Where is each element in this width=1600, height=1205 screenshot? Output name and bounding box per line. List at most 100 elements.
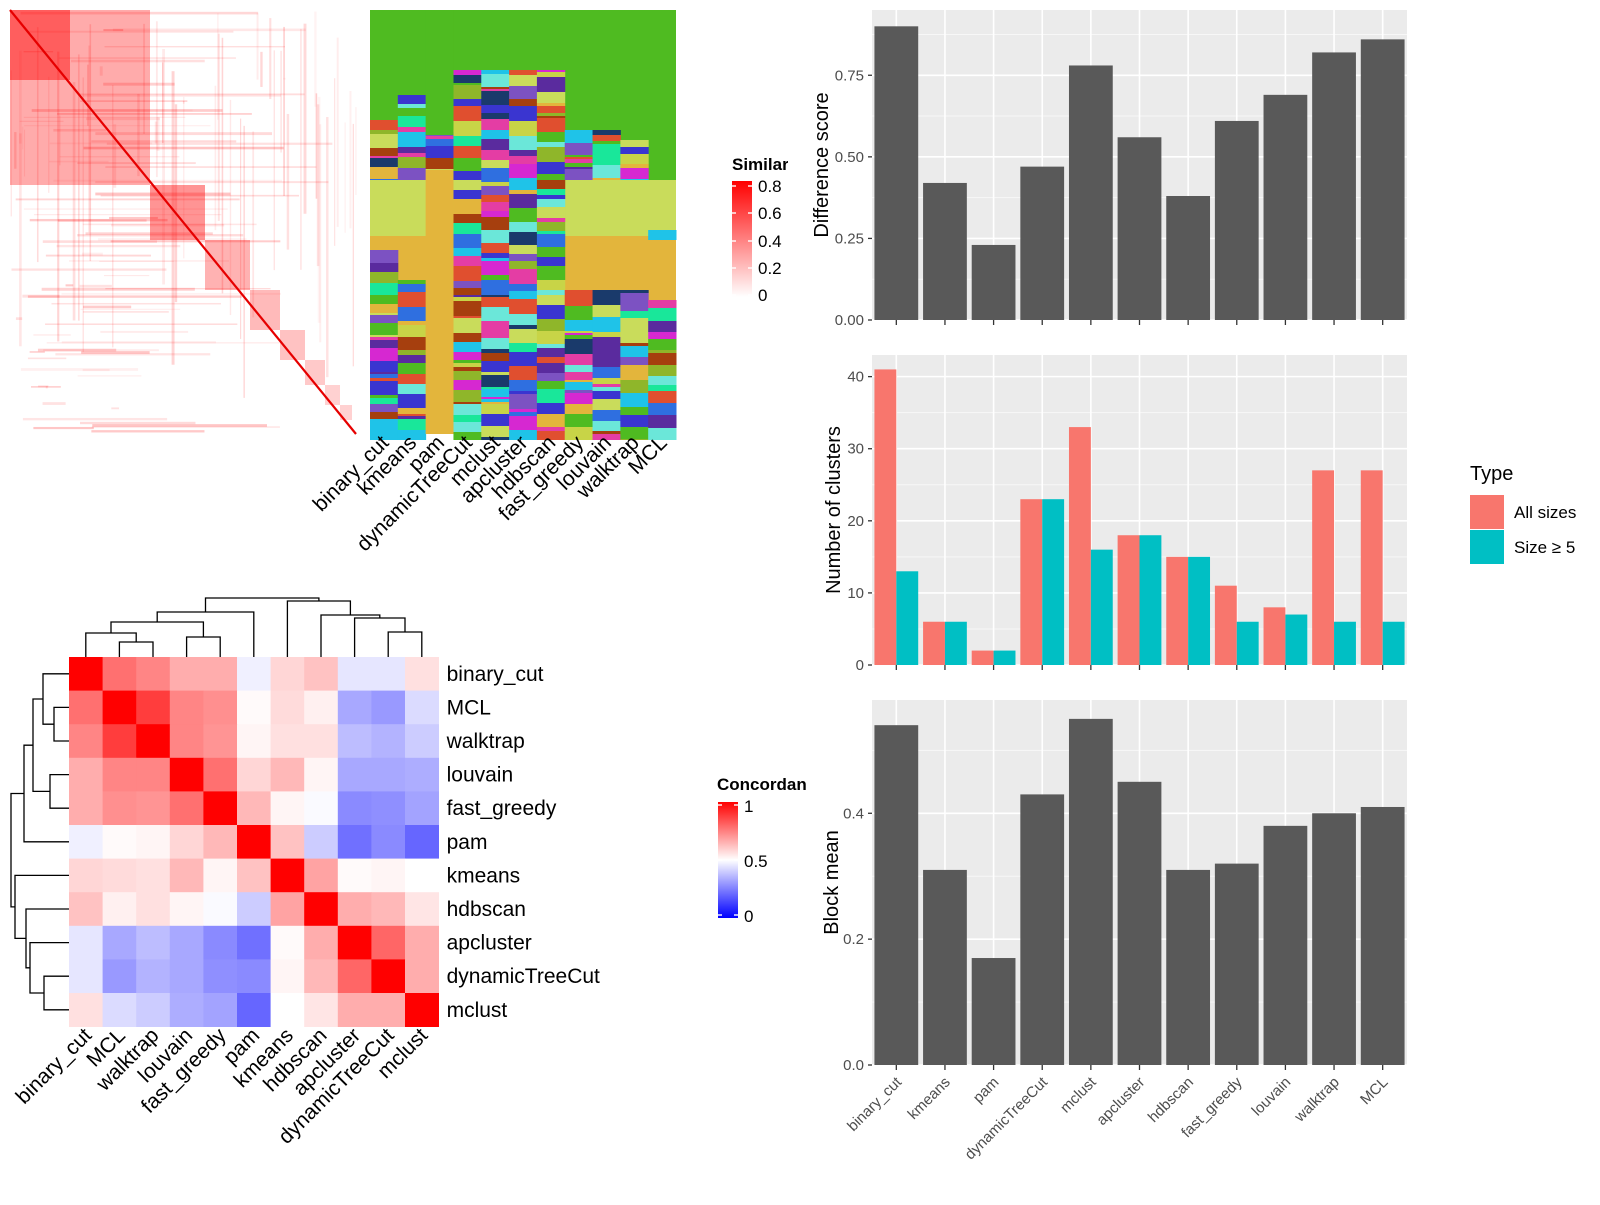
membership-strip (648, 308, 677, 321)
concordance-cell-fast-greedy-mclust (405, 791, 439, 826)
nclust-bar-size-5-pam (993, 650, 1016, 665)
membership-strip (370, 315, 399, 323)
membership-strip (481, 414, 510, 426)
bar-x-label-walktrap: walktrap (1291, 1074, 1343, 1126)
membership-strip (481, 253, 510, 258)
dendrogram-branch (42, 673, 69, 725)
concordance-cell-kmeans-dynamictreecut (371, 858, 406, 893)
similarity-texture (57, 51, 60, 342)
concordance-cell-pam-dynamictreecut (371, 825, 406, 859)
membership-strip (564, 335, 594, 339)
membership-strip (481, 130, 510, 139)
similarity-texture (252, 131, 255, 318)
similarity-texture (61, 292, 281, 295)
membership-strip (536, 266, 566, 280)
membership-strip (453, 318, 482, 333)
membership-strip (397, 168, 427, 180)
membership-strip (453, 316, 482, 318)
dendrogram-branch (387, 631, 423, 657)
membership-strip (536, 331, 566, 344)
similarity-texture (113, 124, 117, 188)
membership-strip (536, 106, 566, 113)
membership-strip (592, 305, 621, 317)
similarity-texture (82, 311, 169, 313)
similarity-legend-tick-2: 0.4 (758, 232, 782, 251)
membership-strip (620, 311, 649, 318)
concordance-row-label-dynamictreecut: dynamicTreeCut (447, 965, 600, 988)
similarity-texture (53, 128, 107, 132)
membership-strip (620, 179, 649, 180)
membership-strip (481, 324, 510, 338)
similarity-block (205, 240, 250, 290)
concordance-cell-fast-greedy-dynamictreecut (371, 791, 406, 826)
similarity-texture (79, 284, 112, 288)
membership-strip (481, 186, 510, 195)
membership-strip (397, 408, 427, 414)
membership-strip (536, 305, 566, 319)
membership-strip (536, 319, 566, 331)
similarity-texture (24, 129, 26, 177)
similarity-texture (349, 91, 352, 229)
similarity-texture (103, 82, 175, 86)
similarity-texture (59, 156, 180, 158)
similarity-texture (137, 93, 140, 177)
similarity-texture (45, 323, 238, 325)
dendrogram-branch (118, 641, 154, 657)
membership-strip (397, 384, 427, 394)
cluster-membership-heatmap (370, 10, 677, 440)
similarity-texture (217, 33, 220, 221)
concordance-cell-dynamictreecut-kmeans (270, 959, 305, 994)
membership-strip (509, 75, 538, 86)
membership-strip (564, 304, 594, 306)
membership-strip (536, 118, 566, 132)
similarity-block (340, 405, 352, 420)
membership-strip (536, 280, 566, 290)
concordance-cell-binary-cut-fast-greedy (203, 657, 238, 691)
membership-strip (481, 399, 510, 402)
diff-bar-mcl (1360, 39, 1405, 321)
membership-strip (536, 403, 566, 414)
concordance-cell-kmeans-walktrap (136, 858, 171, 893)
membership-strip (453, 432, 482, 440)
similarity-texture (79, 421, 196, 425)
membership-strip (370, 263, 399, 272)
concordance-cell-louvain-pam (237, 757, 271, 792)
diff-ylabel: Difference score (811, 92, 833, 237)
membership-strip (481, 113, 510, 119)
membership-strip (509, 430, 538, 440)
similarity-texture (69, 260, 229, 262)
membership-strip (481, 297, 510, 307)
membership-strip (397, 374, 427, 384)
membership-strip (370, 398, 399, 404)
similarity-texture (315, 93, 318, 199)
membership-strip (648, 391, 677, 403)
membership-strip (536, 231, 566, 234)
membership-strip (370, 381, 399, 395)
concordance-cell-hdbscan-dynamictreecut (371, 892, 406, 927)
membership-strip (592, 378, 621, 384)
concordance-legend-tick-2: 1 (744, 797, 753, 816)
membership-strip (481, 202, 510, 211)
membership-strip (481, 353, 510, 361)
membership-strip (509, 394, 538, 409)
membership-strip (509, 291, 538, 299)
membership-strip (425, 139, 454, 146)
membership-strip (536, 70, 566, 72)
membership-strip (509, 245, 538, 254)
membership-strip (453, 106, 482, 121)
membership-strip (592, 367, 621, 378)
concordance-cell-kmeans-hdbscan (304, 858, 339, 893)
nclust-ytick-label-1: 10 (847, 585, 864, 602)
similarity-texture (38, 385, 49, 388)
concordance-cell-pam-binary-cut (69, 825, 103, 859)
similarity-texture (15, 198, 240, 201)
concordance-cell-fast-greedy-pam (237, 791, 271, 826)
membership-strip (620, 380, 649, 393)
similarity-texture (81, 252, 103, 256)
similarity-diagonal (9, 9, 357, 435)
nclust-ytick-label-0: 0 (856, 657, 864, 674)
concordance-cell-walktrap-mclust (405, 724, 439, 759)
concordance-row-label-kmeans: kmeans (447, 864, 521, 887)
concordance-row-label-binary-cut: binary_cut (447, 663, 544, 686)
membership-strip (370, 295, 399, 304)
